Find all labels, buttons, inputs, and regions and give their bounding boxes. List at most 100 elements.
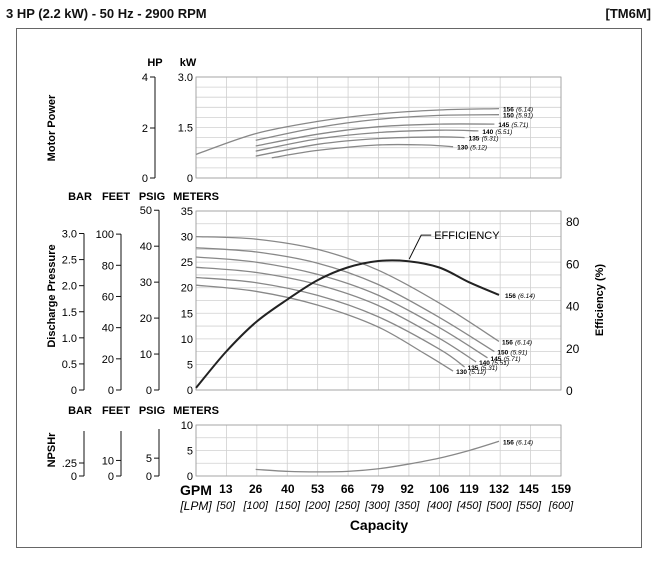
x-tick-lpm: [450] xyxy=(456,500,482,512)
curve-label: 156 xyxy=(503,107,514,114)
x-axis-title: Capacity xyxy=(350,517,409,533)
efficiency-pointer xyxy=(408,234,432,260)
x-tick-lpm: [550] xyxy=(516,500,542,512)
y-axis-title: NPSHr xyxy=(46,432,58,468)
x-tick-gpm: 145 xyxy=(519,482,539,496)
tick-label: 0 xyxy=(108,471,114,483)
tick-label: 0 xyxy=(187,385,193,397)
tick-label: 0 xyxy=(146,471,152,483)
power-curve-130 xyxy=(271,143,454,159)
x-tick-gpm: 132 xyxy=(489,482,509,496)
axis-unit-label: BAR xyxy=(68,191,92,203)
axis-unit-label: METERS xyxy=(173,191,219,203)
head-curve-150 xyxy=(195,247,495,353)
curve-sublabel: (5.31) xyxy=(482,136,499,143)
x-tick-gpm: 13 xyxy=(219,482,233,496)
curve-sublabel: (6.14) xyxy=(516,107,533,114)
tick-label: 1.5 xyxy=(62,307,77,319)
curve-sublabel: (5.91) xyxy=(510,350,527,357)
tick-label: 10 xyxy=(140,349,152,361)
tick-label: 0 xyxy=(108,385,114,397)
tick-label: 10 xyxy=(181,334,193,346)
tick-label: 20 xyxy=(140,313,152,325)
tick-label: 1.0 xyxy=(62,333,77,345)
curve-sublabel: (6.14) xyxy=(515,339,532,346)
tick-label: .25 xyxy=(62,458,77,470)
y-axis-title: Discharge Pressure xyxy=(46,244,58,347)
tick-label: 0 xyxy=(71,385,77,397)
x-tick-lpm: [100] xyxy=(242,500,268,512)
tick-label: 20 xyxy=(102,354,114,366)
plot-area xyxy=(195,210,562,391)
curve-label: 145 xyxy=(498,122,509,129)
curve-sublabel: (5.51) xyxy=(492,360,509,367)
efficiency-label: EFFICIENCY xyxy=(434,230,500,242)
x-tick-lpm: [400] xyxy=(426,500,452,512)
head-curve-140 xyxy=(195,266,477,363)
x-tick-lpm: [200] xyxy=(304,500,330,512)
tick-label: 50 xyxy=(140,205,152,217)
tick-label: 40 xyxy=(140,241,152,253)
efficiency-curve-label: 156 xyxy=(505,293,516,300)
curve-sublabel: (5.12) xyxy=(469,369,486,376)
tick-label: 5 xyxy=(146,453,152,465)
tick-label: 2 xyxy=(142,123,148,135)
tick-label: 5 xyxy=(187,359,193,371)
efficiency-tick-label: 0 xyxy=(566,384,573,398)
tick-label: 1.5 xyxy=(178,123,193,135)
tick-label: 2.5 xyxy=(62,255,77,267)
curve-label: 156 xyxy=(502,339,513,346)
tick-label: 25 xyxy=(181,257,193,269)
curve-label: 150 xyxy=(503,113,514,120)
curve-sublabel: (5.91) xyxy=(516,113,533,120)
plot-area xyxy=(195,424,562,477)
curve-sublabel: (5.12) xyxy=(470,145,487,152)
tick-label: 0 xyxy=(187,173,193,185)
axis-unit-label: PSIG xyxy=(139,405,165,417)
curve-label: 145 xyxy=(491,356,502,363)
tick-label: 4 xyxy=(142,72,148,84)
curve-label: 140 xyxy=(482,129,493,136)
power-curve-150 xyxy=(255,114,500,141)
efficiency-tick-label: 40 xyxy=(566,300,580,314)
tick-label: 40 xyxy=(102,323,114,335)
tick-label: 100 xyxy=(96,229,114,241)
tick-label: 35 xyxy=(181,206,193,218)
efficiency-tick-label: 80 xyxy=(566,215,580,229)
chart-title: 3 HP (2.2 kW) - 50 Hz - 2900 RPM xyxy=(6,6,207,21)
tick-label: 2.0 xyxy=(62,281,77,293)
x-tick-gpm: 106 xyxy=(429,482,449,496)
head-curve-130 xyxy=(195,284,454,372)
curve-label: 135 xyxy=(469,136,480,143)
curve-label: 130 xyxy=(456,369,467,376)
x-tick-gpm: 92 xyxy=(401,482,415,496)
x-tick-gpm: 79 xyxy=(371,482,385,496)
y-axis-title: Motor Power xyxy=(46,94,58,161)
tick-label: 0 xyxy=(71,471,77,483)
power-curve-140 xyxy=(255,129,479,152)
x-tick-lpm: [250] xyxy=(334,500,360,512)
curve-sublabel: (5.51) xyxy=(495,129,512,136)
axis-unit-label: HP xyxy=(147,57,162,69)
head-curve-145 xyxy=(195,256,488,359)
x-tick-lpm: [50] xyxy=(216,500,236,512)
x-tick-gpm: 119 xyxy=(459,482,479,496)
tick-label: 15 xyxy=(181,308,193,320)
efficiency-curve-sublabel: (6.14) xyxy=(518,293,535,300)
tick-label: 0 xyxy=(187,471,193,483)
curve-label: 130 xyxy=(457,145,468,152)
x-tick-gpm: 26 xyxy=(249,482,263,496)
curve-sublabel: (5.31) xyxy=(481,365,498,372)
power-curve-135 xyxy=(255,136,465,157)
x-tick-gpm: 53 xyxy=(311,482,325,496)
head-curve-135 xyxy=(195,276,465,368)
tick-label: 30 xyxy=(181,232,193,244)
tick-label: 80 xyxy=(102,260,114,272)
tick-label: 0.5 xyxy=(62,359,77,371)
tick-label: 3.0 xyxy=(178,72,193,84)
tick-label: 3.0 xyxy=(62,229,77,241)
tick-label: 30 xyxy=(140,277,152,289)
efficiency-curve xyxy=(195,259,500,389)
curve-sublabel: (6.14) xyxy=(516,439,533,446)
